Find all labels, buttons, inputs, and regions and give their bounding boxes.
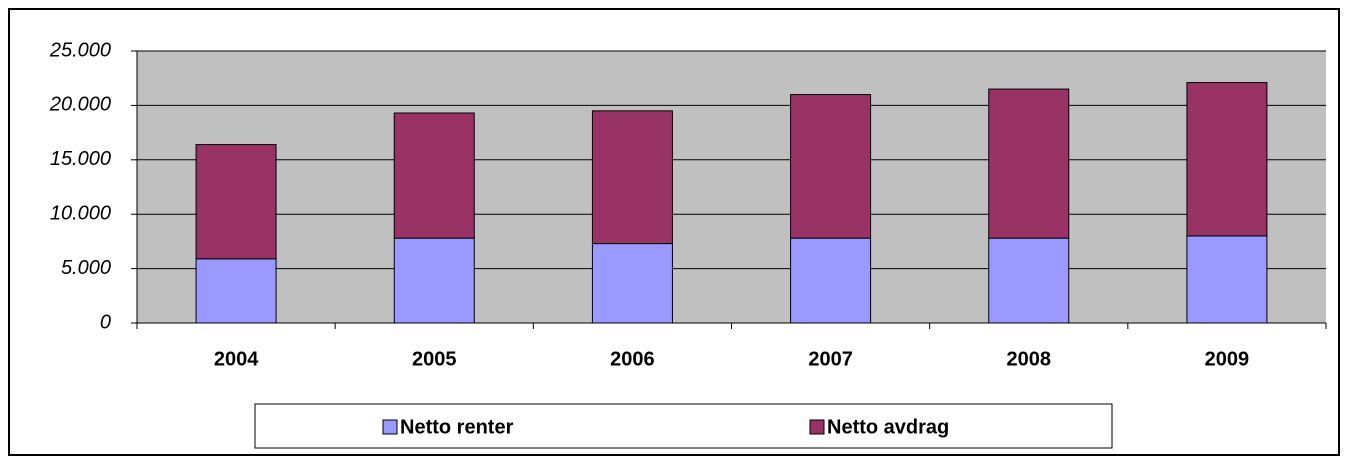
legend-label: Netto renter: [400, 416, 514, 438]
legend-label: Netto avdrag: [827, 416, 949, 438]
bar-segment: [1186, 82, 1268, 237]
legend-swatch: [382, 419, 398, 435]
y-tick-label: 10.000: [50, 202, 111, 224]
legend-box: [254, 403, 1113, 449]
x-tick-label: 2008: [1007, 348, 1052, 370]
bar-segment: [591, 110, 673, 245]
bar-segment: [988, 88, 1070, 239]
x-tick-label: 2006: [610, 348, 655, 370]
x-tick-label: 2004: [214, 348, 259, 370]
y-tick-label: 5.000: [61, 257, 111, 279]
legend-swatch: [809, 419, 825, 435]
x-tick-label: 2009: [1205, 348, 1250, 370]
y-tick-label: 20.000: [49, 94, 111, 116]
bar-segment: [393, 237, 475, 324]
x-tick-label: 2007: [808, 348, 853, 370]
bar-segment: [988, 237, 1070, 324]
bar-segment: [1186, 235, 1268, 324]
y-tick-label: 0: [100, 311, 111, 333]
bar-segment: [393, 112, 475, 239]
plot-area: [137, 51, 1326, 323]
y-tick-label: 15.000: [50, 148, 111, 170]
x-tick-label: 2005: [412, 348, 457, 370]
bar-segment: [591, 243, 673, 324]
bar-segment: [195, 144, 277, 260]
bar-segment: [195, 258, 277, 324]
y-tick-label: 25.000: [49, 39, 111, 61]
bar-segment: [790, 94, 872, 239]
bar-segment: [790, 237, 872, 324]
